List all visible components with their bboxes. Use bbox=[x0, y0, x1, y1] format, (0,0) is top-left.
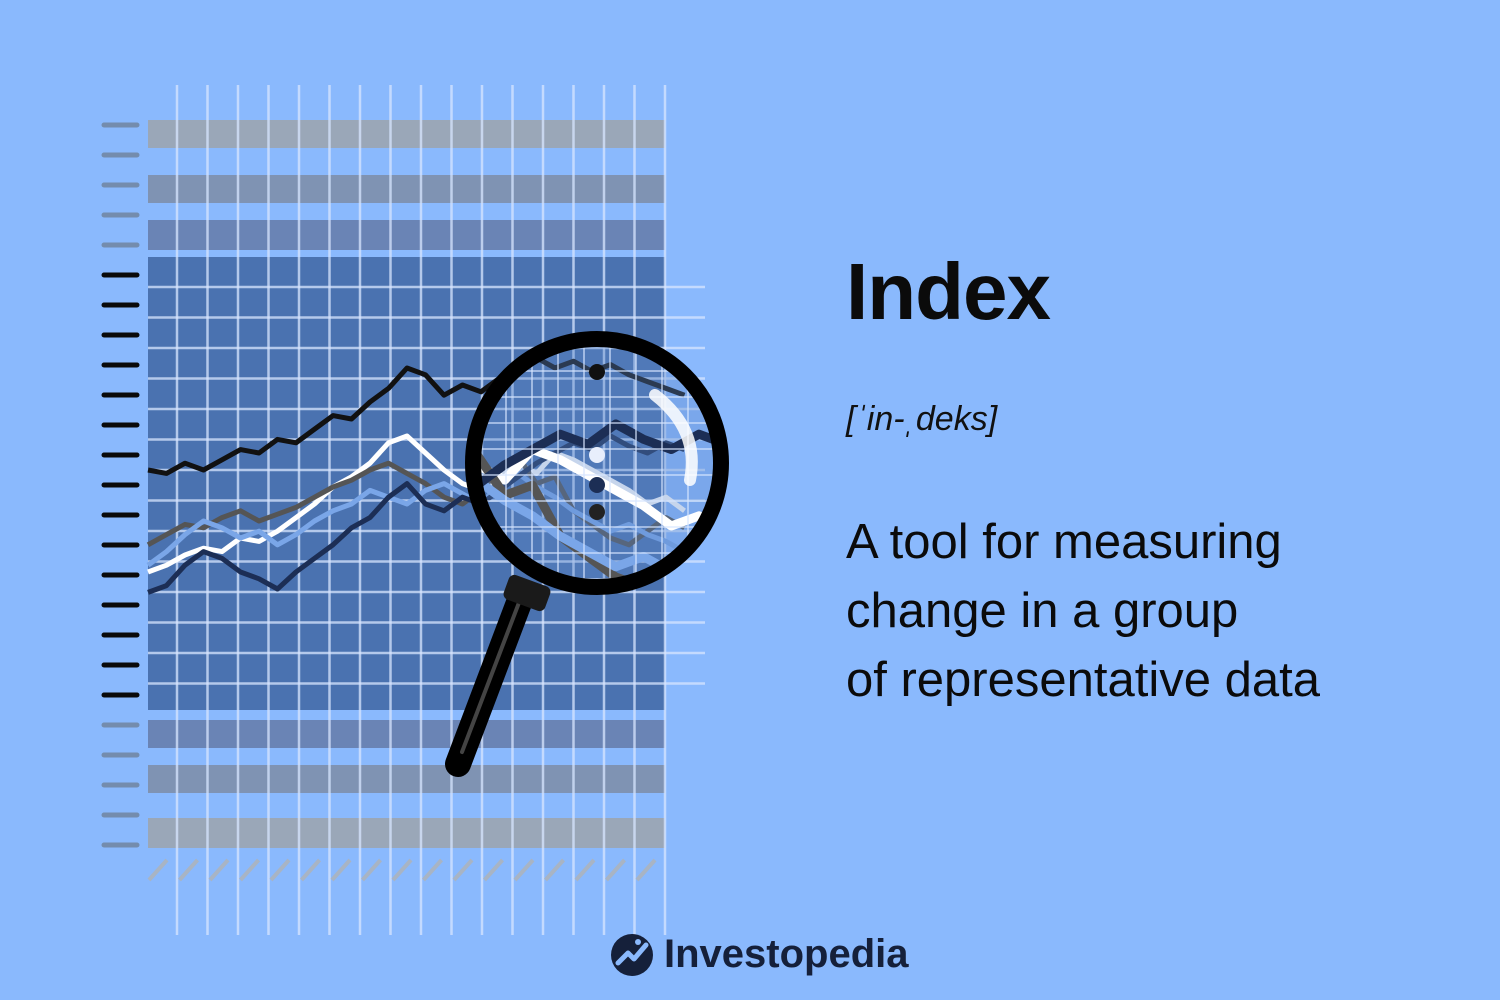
hatch-mark bbox=[147, 858, 169, 882]
data-point bbox=[589, 504, 605, 520]
definition-line: change in a group bbox=[846, 584, 1239, 638]
hatch-mark bbox=[605, 858, 626, 882]
data-point bbox=[589, 447, 605, 463]
magnified-trend-line bbox=[473, 419, 721, 587]
axis-ticks bbox=[101, 122, 140, 848]
hatch-mark bbox=[574, 858, 596, 882]
hatch-mark bbox=[422, 858, 443, 882]
magnified-trend-line bbox=[473, 475, 721, 587]
definition-text: A tool for measuring change in a group o… bbox=[846, 508, 1466, 715]
definition-line: of representative data bbox=[846, 653, 1320, 707]
hatch-mark bbox=[483, 858, 504, 882]
magnified-trend-line bbox=[473, 419, 721, 587]
hatch-mark bbox=[269, 858, 291, 882]
pronunciation: [ˈin-ˌdeks] bbox=[846, 400, 998, 438]
hatch-mark bbox=[391, 858, 413, 882]
hatch-mark bbox=[452, 858, 474, 882]
hatch-mark bbox=[239, 858, 260, 882]
background-band bbox=[148, 720, 665, 748]
trend-line bbox=[147, 433, 686, 575]
hatch-mark bbox=[513, 858, 535, 882]
hatch-mark bbox=[361, 858, 382, 882]
data-point bbox=[589, 364, 605, 380]
hatch-mark bbox=[300, 858, 321, 882]
background-band bbox=[148, 765, 665, 793]
background-band bbox=[148, 220, 665, 250]
background-band bbox=[148, 175, 665, 203]
brand-name: Investopedia bbox=[664, 932, 909, 976]
hatch-mark bbox=[208, 858, 230, 882]
background-band bbox=[148, 120, 665, 148]
brand-footer: Investopedia bbox=[610, 932, 909, 977]
hatch-mark bbox=[544, 858, 565, 882]
hatch-mark bbox=[330, 858, 352, 882]
data-point bbox=[589, 477, 605, 493]
investopedia-logo-icon bbox=[611, 933, 653, 976]
magnifying-glass-icon bbox=[445, 331, 729, 777]
term-title: Index bbox=[846, 247, 1051, 336]
magnified-trend-line bbox=[473, 450, 721, 587]
hatch-mark bbox=[635, 858, 657, 882]
index-chart-illustration bbox=[101, 85, 729, 935]
definition-line: A tool for measuring bbox=[846, 515, 1282, 569]
background-band bbox=[148, 818, 665, 848]
hatch-mark bbox=[178, 858, 199, 882]
